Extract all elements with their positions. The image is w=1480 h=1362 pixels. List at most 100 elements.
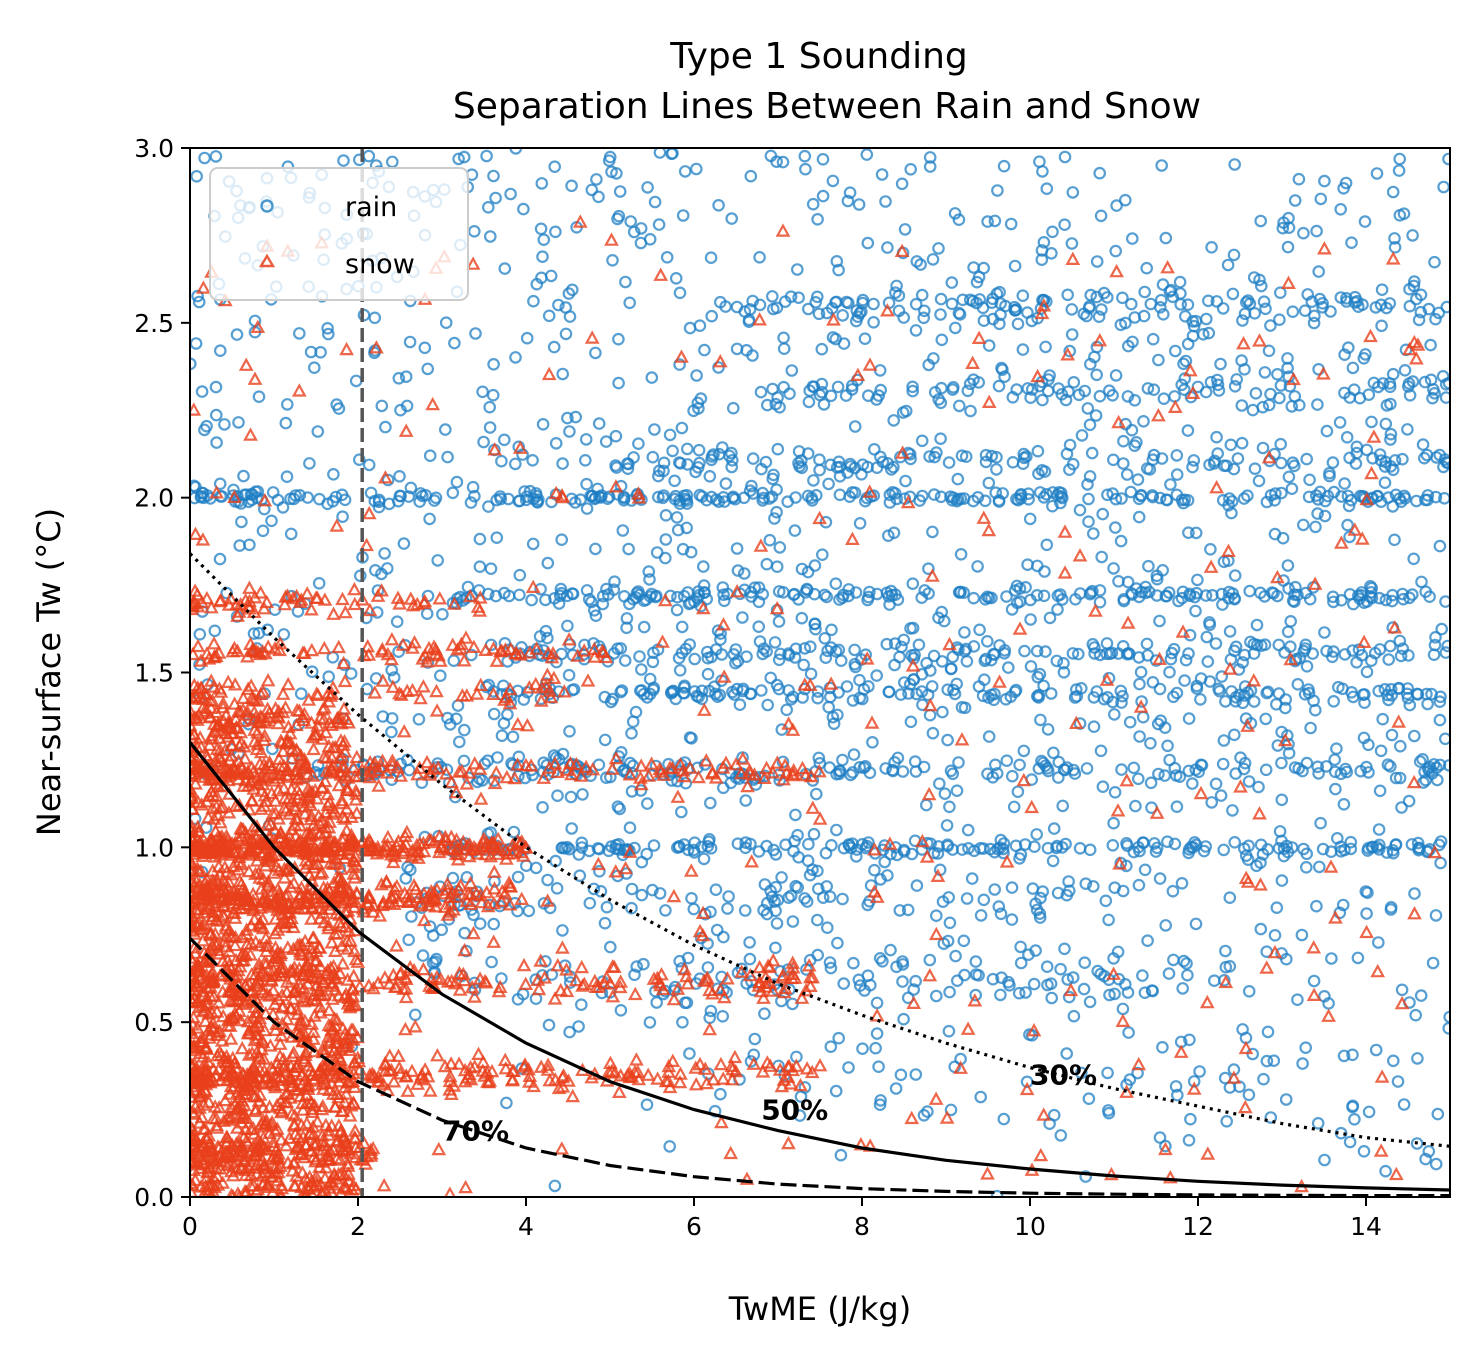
- rain-point: [764, 671, 777, 685]
- rain-point: [509, 351, 522, 364]
- rain-point: [889, 286, 902, 299]
- rain-point: [1309, 520, 1322, 534]
- rain-point: [1424, 373, 1438, 387]
- rain-point: [1323, 466, 1336, 480]
- snow-point: [508, 645, 523, 660]
- rain-point: [1162, 586, 1176, 599]
- rain-point: [1238, 648, 1251, 662]
- rain-point: [1083, 843, 1097, 857]
- rain-point: [1159, 1139, 1172, 1153]
- rain-point: [910, 255, 924, 268]
- rain-point: [235, 515, 248, 529]
- snow-point: [503, 641, 519, 656]
- snow-point: [275, 686, 291, 700]
- rain-point: [945, 493, 959, 507]
- rain-point: [1181, 424, 1195, 437]
- rain-point: [436, 607, 449, 621]
- rain-point: [1392, 681, 1405, 695]
- rain-point: [265, 742, 279, 756]
- rain-point: [433, 669, 447, 682]
- rain-point: [600, 582, 613, 596]
- snow-point: [759, 760, 774, 775]
- snow-point: [363, 1142, 379, 1156]
- rain-point: [1360, 665, 1374, 679]
- rain-point: [942, 1024, 956, 1038]
- rain-point: [882, 685, 896, 699]
- snow-point: [307, 1043, 322, 1058]
- rain-point: [866, 735, 879, 749]
- rain-point: [418, 341, 432, 355]
- rain-point: [556, 457, 569, 470]
- snow-point: [190, 583, 203, 597]
- snow-point: [272, 636, 288, 650]
- rain-point: [1176, 585, 1190, 599]
- rain-point: [659, 533, 673, 546]
- rain-point: [743, 484, 757, 497]
- snow-point: [316, 974, 332, 989]
- snow-point: [439, 876, 455, 891]
- rain-point: [1110, 199, 1123, 212]
- rain-point: [447, 654, 461, 667]
- rain-point: [1019, 986, 1032, 999]
- rain-point: [615, 684, 629, 697]
- rain-point: [842, 583, 855, 596]
- rain-point: [1022, 492, 1035, 506]
- rain-point: [1187, 1075, 1201, 1088]
- rain-point: [792, 593, 805, 606]
- rain-point: [1019, 580, 1032, 594]
- rain-point: [606, 253, 619, 267]
- rain-point: [1168, 390, 1181, 403]
- rain-point: [725, 212, 738, 225]
- rain-point: [1286, 594, 1300, 608]
- rain-point: [630, 960, 643, 973]
- rain-point: [941, 683, 954, 696]
- snow-point: [570, 648, 586, 662]
- rain-point: [657, 456, 671, 470]
- rain-point: [811, 691, 824, 705]
- rain-point: [1041, 764, 1055, 778]
- rain-point: [795, 611, 809, 625]
- rain-point: [909, 1068, 923, 1081]
- rain-point: [535, 177, 549, 190]
- rain-point: [1300, 860, 1313, 874]
- rain-point: [1335, 593, 1348, 607]
- rain-point: [682, 597, 696, 611]
- snow-point: [587, 973, 603, 988]
- rain-point: [800, 895, 814, 908]
- rain-point: [926, 525, 939, 539]
- rain-point: [625, 785, 639, 798]
- rain-point: [811, 864, 824, 878]
- rain-point: [556, 747, 570, 761]
- rain-point: [518, 771, 532, 785]
- rain-point: [214, 344, 227, 357]
- rain-point: [322, 670, 335, 683]
- rain-point: [1299, 638, 1312, 652]
- rain-point: [1121, 986, 1135, 999]
- rain-point: [1393, 209, 1407, 222]
- snow-point: [299, 586, 315, 600]
- snow-point: [528, 676, 544, 691]
- snow-point: [417, 648, 433, 662]
- rain-point: [680, 996, 694, 1009]
- rain-point: [1086, 584, 1099, 598]
- rain-point: [1401, 423, 1414, 436]
- snow-point: [337, 830, 352, 844]
- snow-point: [459, 893, 475, 907]
- rain-point: [1291, 677, 1305, 691]
- rain-point: [1050, 841, 1063, 855]
- snow-point: [371, 1074, 387, 1088]
- rain-point: [802, 395, 816, 409]
- rain-point: [1441, 639, 1450, 653]
- data-points: [190, 148, 1450, 1197]
- snow-point: [785, 960, 801, 974]
- rain-point: [353, 569, 367, 583]
- rain-point: [765, 290, 779, 303]
- rain-point: [922, 358, 935, 372]
- rain-point: [726, 401, 740, 415]
- rain-point: [1024, 613, 1037, 626]
- rain-point: [883, 496, 897, 509]
- rain-point: [1067, 375, 1081, 389]
- snow-point: [324, 800, 340, 815]
- snow-point: [440, 907, 456, 921]
- rain-point: [1107, 562, 1120, 575]
